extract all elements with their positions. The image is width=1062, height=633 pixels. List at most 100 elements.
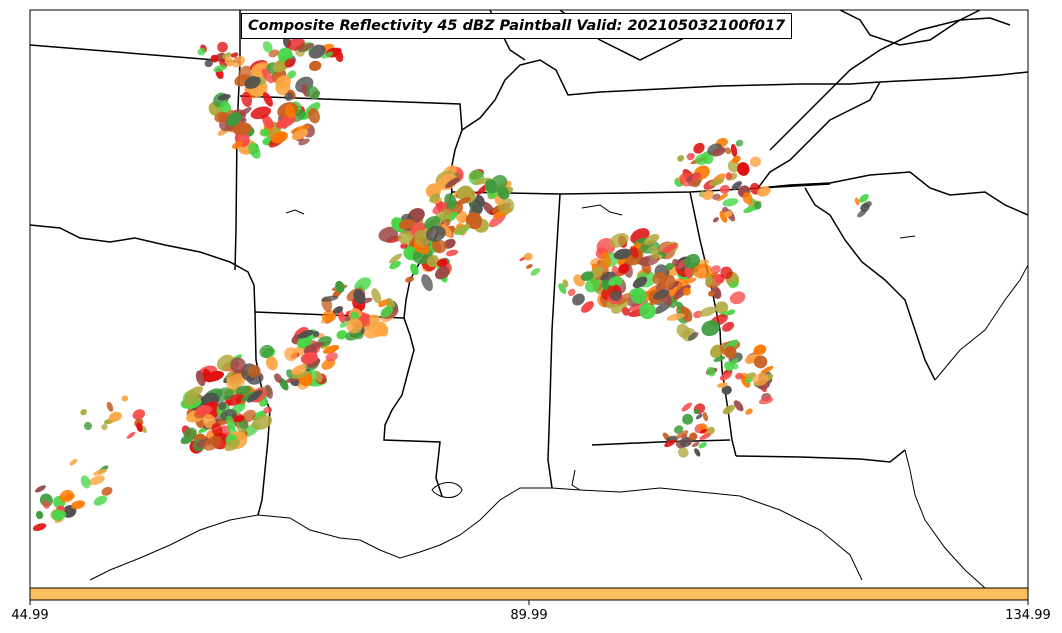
storm-blob (231, 56, 246, 68)
storm-blob (608, 276, 623, 288)
map-title: Composite Reflectivity 45 dBZ Paintball … (241, 13, 793, 39)
storm-blob (235, 385, 252, 395)
storm-blob (285, 104, 296, 119)
storm-blob (724, 147, 732, 155)
storm-blob (706, 426, 715, 435)
storm-blob (195, 405, 212, 416)
storm-blob (53, 510, 67, 520)
storm-blob (679, 437, 692, 448)
storm-blob (321, 358, 336, 370)
storm-blob (451, 224, 471, 234)
storm-blob (719, 210, 728, 223)
storm-blob (35, 510, 44, 520)
storm-blob (754, 201, 762, 210)
storm-blob (398, 219, 415, 230)
storm-blob (263, 406, 273, 414)
storm-blob (80, 475, 91, 489)
carolina-lake (899, 235, 916, 239)
storm-blob (224, 56, 234, 67)
storm-blob (410, 263, 419, 276)
storm-blob (686, 152, 695, 161)
storm-blob (241, 409, 256, 423)
storm-blob (735, 139, 744, 147)
storm-blob (475, 194, 485, 207)
storm-blob (695, 153, 709, 165)
storm-blob (681, 402, 692, 412)
storm-blob (684, 253, 701, 269)
storm-blob (687, 331, 699, 341)
storm-blob (678, 447, 689, 458)
storm-blob (204, 59, 213, 68)
storm-blob (558, 283, 567, 294)
storm-blob (224, 438, 240, 452)
oklahoma-texas-border (30, 224, 256, 313)
storm-blob (214, 111, 229, 123)
storm-blob (248, 142, 261, 159)
mississippi-alabama-border (547, 193, 561, 489)
storm-blob (83, 421, 93, 431)
storm-blob (323, 345, 340, 354)
storm-blob (275, 115, 296, 129)
storm-blob (695, 413, 703, 420)
storm-blob (644, 233, 660, 246)
kansas-oklahoma-border (30, 44, 241, 63)
storm-blob (233, 415, 245, 423)
storm-blob (742, 191, 753, 204)
storm-blob (854, 197, 860, 206)
storm-blob (213, 64, 227, 73)
storm-blob (217, 41, 228, 53)
storm-blob (446, 249, 459, 257)
storm-blob (684, 265, 693, 279)
storm-blob (136, 422, 143, 433)
storm-blob (233, 122, 252, 136)
storm-blob (440, 224, 453, 238)
storm-blob (378, 226, 399, 242)
storm-blob (729, 281, 739, 289)
storm-blob (226, 373, 246, 390)
storm-blob (89, 475, 105, 486)
storm-blob (601, 279, 610, 291)
storm-blob (284, 92, 294, 101)
storm-blob (315, 370, 323, 383)
georgia-south-carolina-border (804, 187, 936, 381)
storm-blob (436, 258, 448, 268)
storm-blob (701, 320, 720, 337)
storm-blob (292, 371, 310, 379)
storm-blob (371, 288, 382, 304)
storm-blob (275, 75, 292, 90)
storm-blob (321, 295, 339, 302)
storm-blob (232, 141, 243, 150)
storm-blob (753, 344, 767, 356)
storm-blob (197, 47, 206, 56)
storm-blob (721, 206, 728, 213)
storm-blob (729, 291, 746, 305)
storm-blob (691, 173, 702, 181)
storm-blob (600, 251, 611, 269)
storm-blob (380, 305, 393, 318)
storm-blob (659, 274, 676, 290)
storm-blob (613, 248, 632, 260)
storm-blob (666, 313, 685, 321)
storm-blob (693, 409, 700, 415)
storm-blob (308, 44, 326, 59)
storm-blob (388, 253, 403, 264)
mobile-bay (571, 469, 581, 491)
storm-blob (724, 210, 733, 217)
storm-blob (630, 287, 647, 304)
storm-blob (308, 107, 320, 124)
storm-blob (562, 279, 569, 288)
storm-blob (721, 385, 732, 395)
storm-blob (629, 245, 639, 259)
colorbar-tick-label-max: 134.99 (1005, 608, 1051, 623)
storm-blob (400, 242, 408, 249)
storm-blob (435, 266, 450, 280)
storm-blob (126, 431, 136, 439)
gulf-coastline (89, 487, 863, 581)
storm-blob (653, 289, 670, 300)
storm-blob (389, 260, 401, 270)
storm-blob (749, 156, 762, 167)
storm-blob (217, 354, 235, 372)
storm-blob (429, 193, 441, 203)
storm-blob (733, 400, 744, 412)
